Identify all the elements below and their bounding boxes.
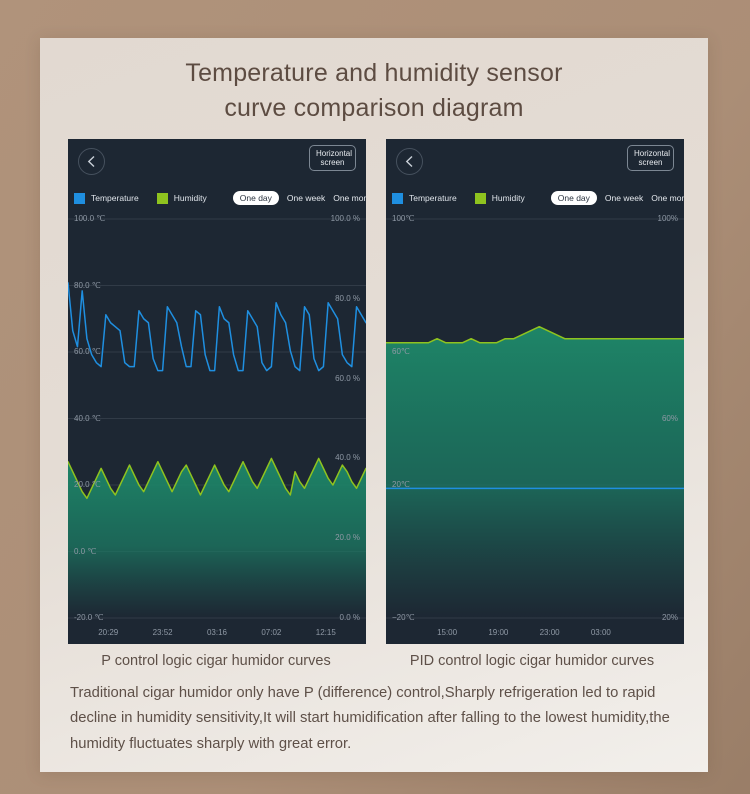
legend-swatch-temperature [74, 192, 85, 204]
chevron-left-icon [405, 155, 414, 168]
range-option-one-week-left[interactable]: One week [286, 193, 326, 203]
range-option-one-month-left[interactable]: One month [333, 193, 366, 203]
chart-captions: P control logic cigar humidor curves PID… [40, 644, 708, 669]
page-title: Temperature and humidity sensor curve co… [40, 38, 708, 125]
range-selector-left: One day One week One month [225, 191, 366, 205]
range-option-one-day-right[interactable]: One day [550, 191, 597, 205]
legend-label-humidity: Humidity [173, 193, 207, 203]
range-option-one-month-right[interactable]: One month [651, 193, 684, 203]
legend-item-humidity-left: Humidity [156, 192, 207, 204]
chart-panel-p-control: Horizontal screen Temperature Humidity O… [68, 139, 366, 644]
page-title-line-1: Temperature and humidity sensor [185, 59, 563, 87]
caption-p-control: P control logic cigar humidor curves [101, 653, 331, 669]
content-card: Temperature and humidity sensor curve co… [40, 38, 708, 772]
legend-swatch-humidity [156, 192, 168, 204]
range-selector-right: One day One week One month [543, 191, 684, 205]
legend-label-humidity: Humidity [491, 193, 525, 203]
legend-item-temperature-right: Temperature [392, 192, 457, 204]
horizontal-screen-label-2: screen [320, 158, 345, 168]
horizontal-screen-label-1: Horizontal [634, 149, 671, 158]
horizontal-screen-button-right[interactable]: Horizontal screen [627, 145, 674, 172]
chart-toolbar-left: Horizontal screen [68, 139, 366, 185]
charts-row: Horizontal screen Temperature Humidity O… [40, 125, 708, 644]
legend-item-humidity-right: Humidity [474, 192, 525, 204]
page-title-line-2: curve comparison diagram [224, 93, 524, 122]
plot-area-right[interactable]: 100℃ 60℃ 20℃ −20℃ 100% 60% 20% 15:00 19:00 23:00 0… [386, 211, 684, 644]
back-button-right[interactable] [396, 148, 423, 175]
legend-item-temperature-left: Temperature [74, 192, 139, 204]
legend-label-temperature: Temperature [91, 193, 139, 203]
legend-label-temperature: Temperature [409, 193, 457, 203]
plot-area-left[interactable]: 100.0 ℃ 80.0 ℃ 60.0 ℃ 40.0 ℃ 20.0 ℃ 0.0 ℃ -20.… [68, 211, 366, 644]
chart-legend-left: Temperature Humidity One day One week On… [68, 185, 366, 211]
caption-pid-control: PID control logic cigar humidor curves [409, 653, 655, 669]
legend-swatch-temperature [392, 192, 403, 204]
chart-panel-pid-control: Horizontal screen Temperature Humidity O… [386, 139, 684, 644]
legend-swatch-humidity [474, 192, 486, 204]
chart-legend-right: Temperature Humidity One day One week On… [386, 185, 684, 211]
description-paragraph: Traditional cigar humidor only have P (d… [70, 685, 670, 752]
range-option-one-day-left[interactable]: One day [232, 191, 279, 205]
back-button-left[interactable] [78, 148, 105, 175]
horizontal-screen-label-2: screen [638, 158, 663, 168]
horizontal-screen-label-1: Horizontal [316, 149, 353, 158]
horizontal-screen-button-left[interactable]: Horizontal screen [309, 145, 356, 172]
range-option-one-week-right[interactable]: One week [604, 193, 644, 203]
chart-toolbar-right: Horizontal screen [386, 139, 684, 185]
chevron-left-icon [87, 155, 96, 168]
